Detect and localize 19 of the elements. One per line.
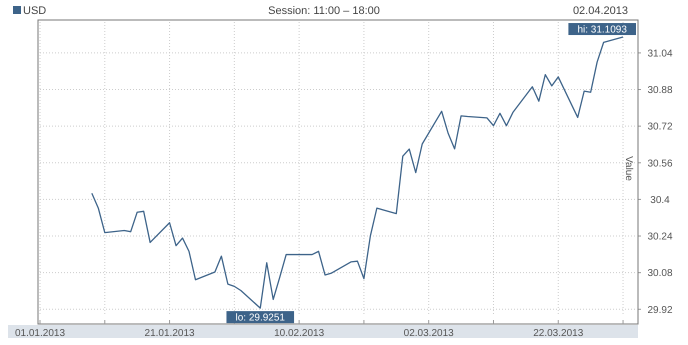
x-tick-label: 21.01.2013 <box>144 328 196 339</box>
legend-label: USD <box>23 5 46 17</box>
x-tick-label: 10.02.2013 <box>274 328 325 339</box>
y-tick-label: 29.92 <box>647 304 673 316</box>
x-tick-label: 22.03.2013 <box>533 328 584 339</box>
x-tick-label: 02.03.2013 <box>404 328 454 339</box>
y-tick-label: 30.72 <box>647 122 673 133</box>
y-tick-label: 31.04 <box>647 48 673 60</box>
text: 02.04.2013 <box>572 5 628 17</box>
annotation: lo: 29.9251 <box>236 312 286 324</box>
y-tick-label: 30.24 <box>647 232 673 243</box>
y-tick-label: 30.56 <box>647 158 673 170</box>
annotation: hi: 31.1093 <box>577 24 628 36</box>
y-axis-title: Value <box>623 156 634 182</box>
y-tick-label: 30.08 <box>647 268 673 280</box>
y-tick-label: 30.88 <box>647 85 673 96</box>
x-tick-label: 01.01.2013 <box>14 328 66 339</box>
y-tick-label: 30.4 <box>650 194 670 206</box>
chart-title: Session: 11:00 – 18:00 <box>268 5 380 17</box>
